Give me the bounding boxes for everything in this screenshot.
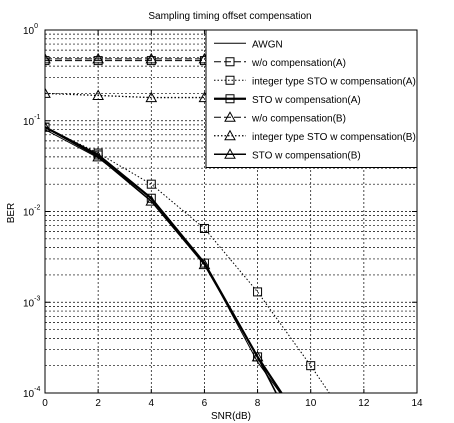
legend-item: w/o compensation(A) [214,57,346,69]
legend-label: w/o compensation(A) [251,58,346,69]
x-tick-label: 10 [305,398,317,409]
data-point [45,52,51,64]
series-line [45,126,277,393]
x-tick-label: 6 [202,398,208,409]
x-axis-label: SNR(dB) [211,411,251,422]
series-line [45,129,281,393]
data-point [253,287,263,297]
data-point [45,87,51,98]
y-axis-ticks: 100 10-1 10-2 10-3 10-4 [23,23,417,400]
data-point [92,52,104,64]
chart-title: Sampling timing offset compensation [148,11,311,22]
y-tick-label: 10-2 [23,205,40,219]
legend-label: integer type STO w compensation(A) [252,76,416,87]
data-point [45,121,51,132]
legend-label: STO w compensation(B) [252,150,361,161]
legend-marker [224,129,236,141]
data-point [145,91,158,103]
series-line [45,126,330,393]
data-point [92,150,104,162]
x-tick-label: 4 [149,398,155,409]
legend-item: integer type STO w compensation(B) [214,129,416,143]
series-7 [45,121,277,393]
legend-item: STO w compensation(A) [214,94,361,106]
x-tick-label: 0 [42,398,48,409]
data-point [146,179,156,189]
data-point [45,122,50,132]
legend-label: AWGN [252,39,283,50]
legend-marker [225,75,235,85]
legend-label: STO w compensation(A) [252,95,361,106]
legend-label: w/o compensation(B) [251,113,346,124]
legend-marker [224,111,236,122]
data-point [92,89,104,100]
legend-marker [224,148,236,159]
x-tick-label: 14 [411,398,423,409]
legend-item: integer type STO w compensation(A) [214,75,416,87]
legend-item: AWGN [214,39,283,50]
data-point [251,350,264,362]
data-point [199,223,209,233]
legend-item: w/o compensation(B) [214,111,346,124]
data-point [145,195,158,206]
chart-legend: AWGN w/o compensation(A) integer type STO … [205,29,418,168]
legend-marker [225,94,235,104]
y-tick-label: 10-4 [23,386,40,400]
x-tick-label: 12 [358,398,370,409]
y-axis-label: BER [6,203,17,224]
series-1 [45,129,281,393]
x-tick-label: 8 [255,398,261,409]
data-point [306,361,316,371]
x-tick-label: 2 [95,398,101,409]
legend-marker [225,57,235,67]
data-point [145,52,158,64]
y-tick-label: 10-3 [23,295,40,309]
data-point [198,258,211,270]
y-tick-label: 100 [23,23,38,37]
legend-item: STO w compensation(B) [214,148,361,161]
legend-label: integer type STO w compensation(B) [252,132,416,143]
y-tick-label: 10-1 [23,114,40,128]
